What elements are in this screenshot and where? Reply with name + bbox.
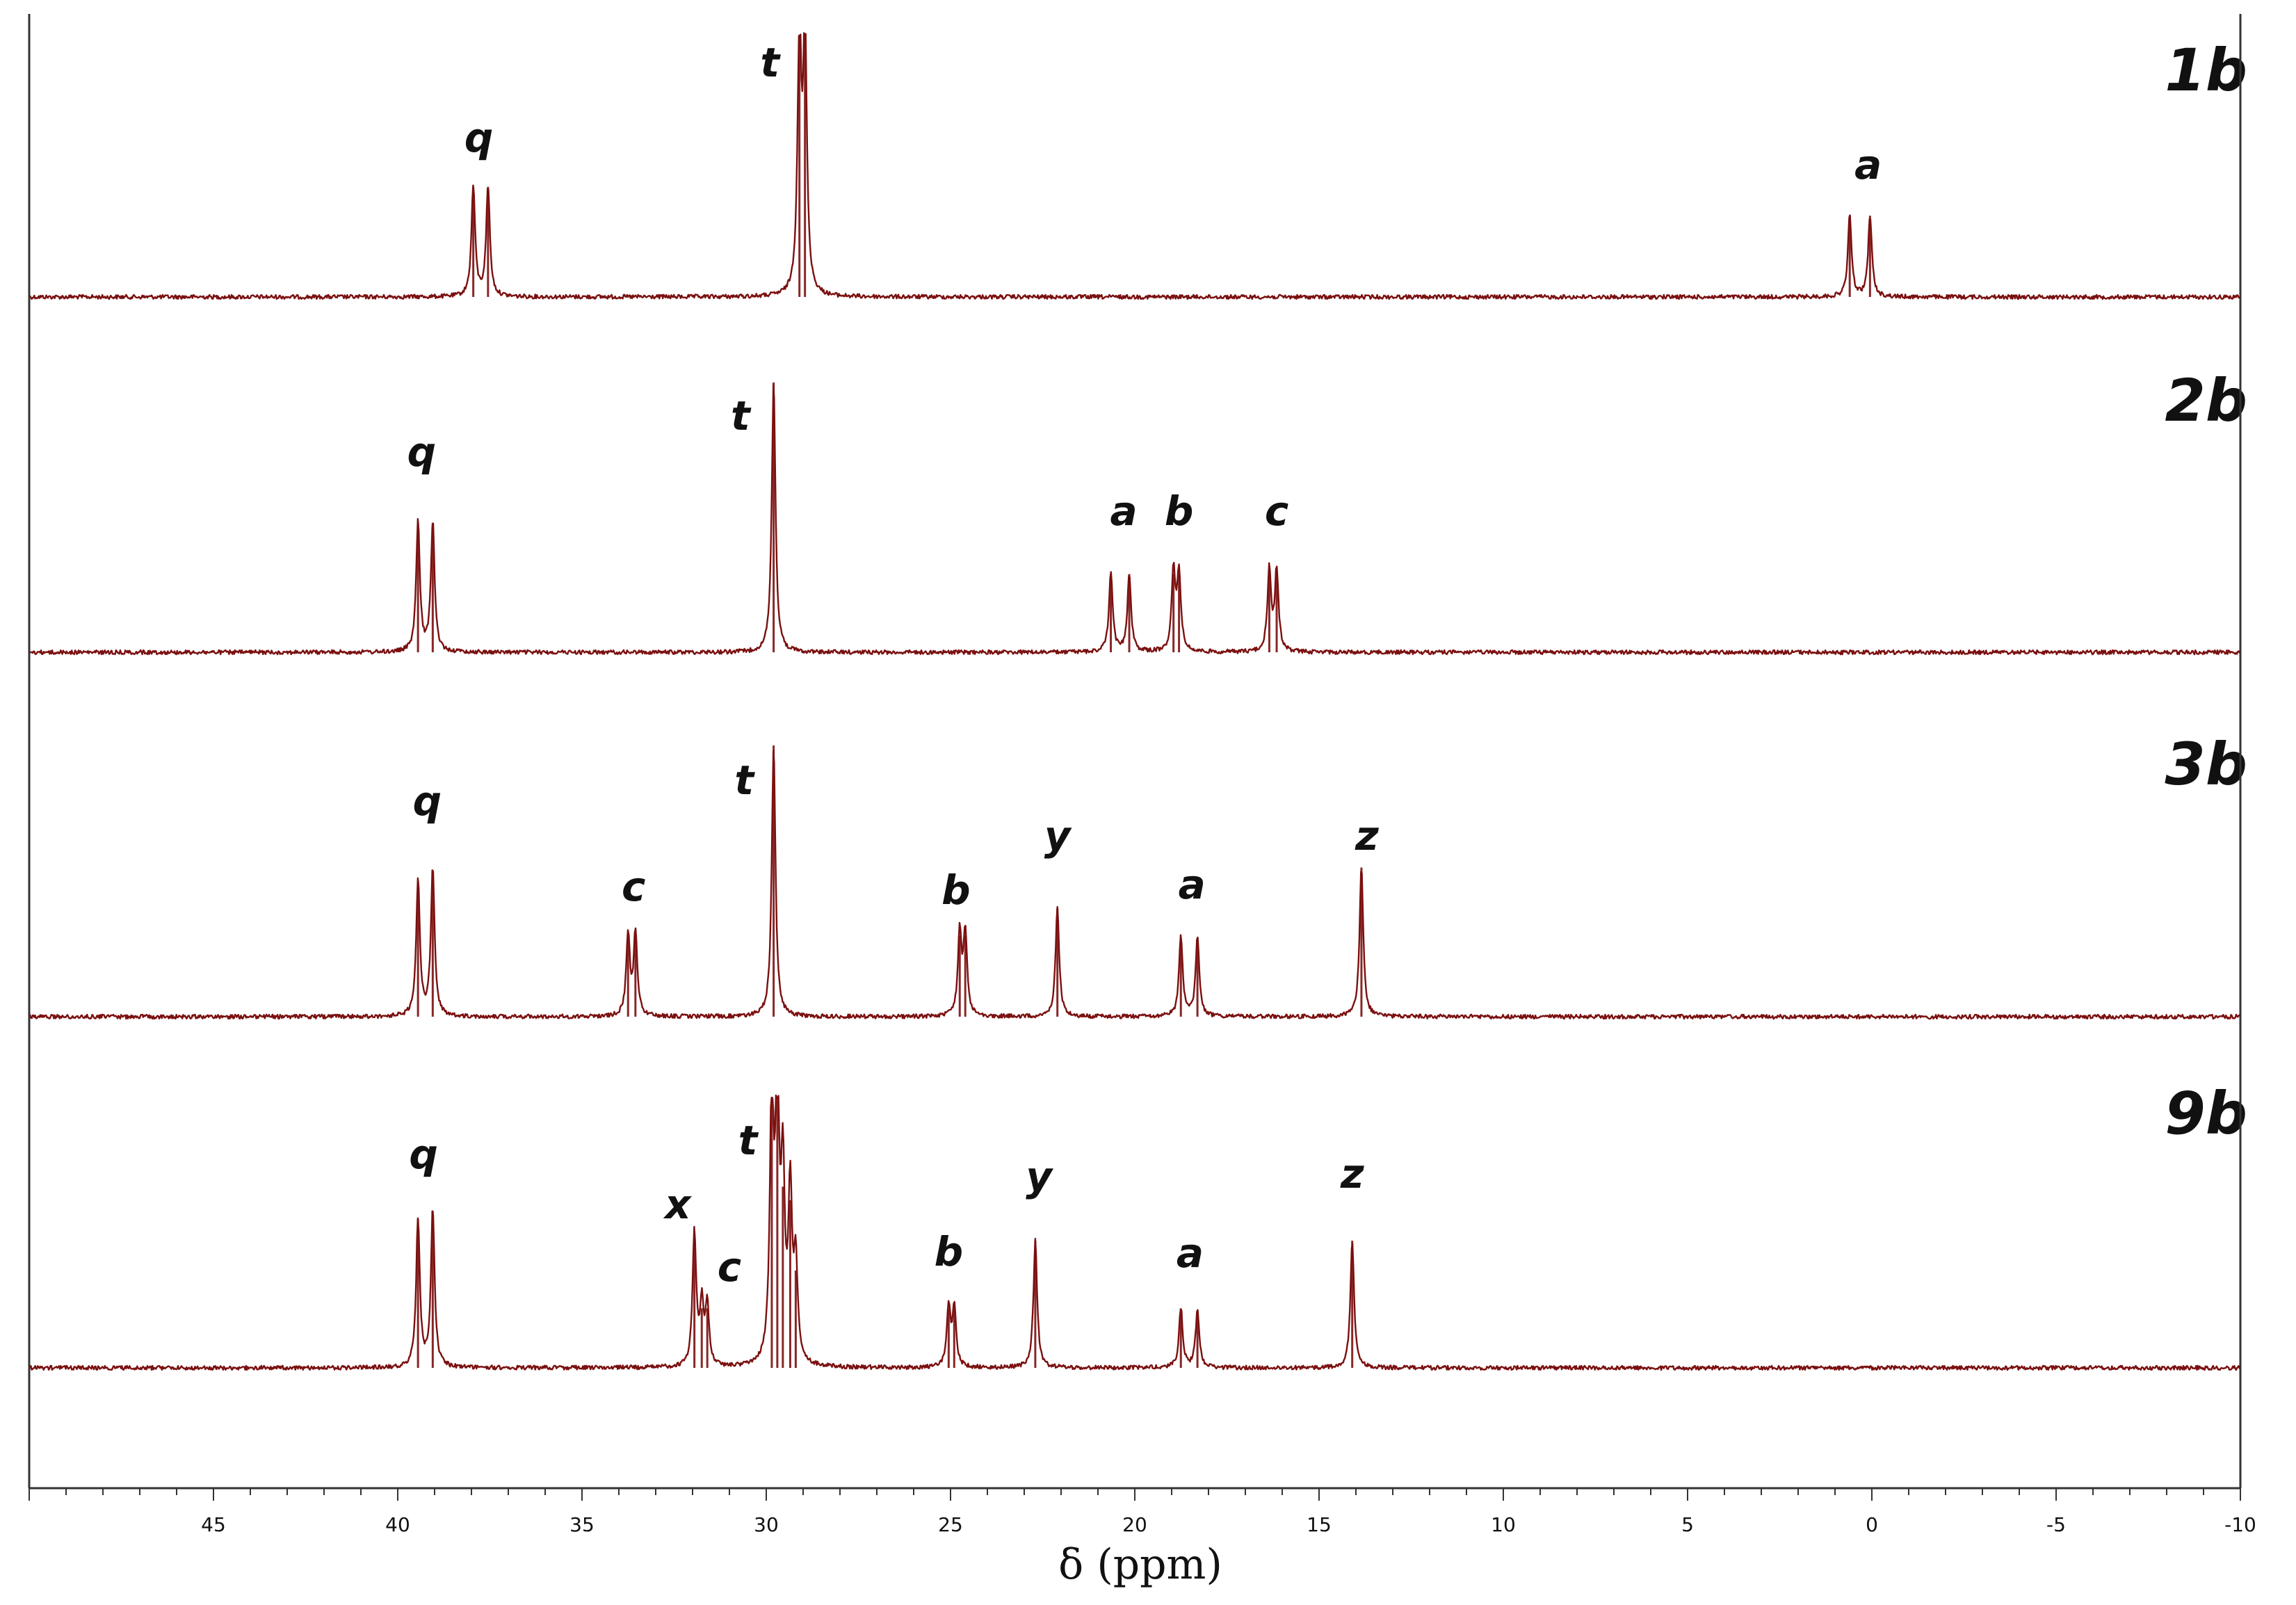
peak-label-3b-b: b [941,866,971,914]
tick-label-15: 15 [1307,1513,1332,1536]
peak-label-1b-a: a [1854,141,1882,188]
peak-label-9b-z: z [1340,1150,1364,1197]
peak-label-3b-t: t [734,757,755,804]
tick-label-25: 25 [938,1513,963,1536]
peak-label-1b-t: t [760,39,781,86]
peak-label-3b-a: a [1179,861,1206,908]
peak-label-3b-y: y [1044,812,1072,860]
tick-label-30: 30 [754,1513,779,1536]
spectrum-label-9b: 9b [2165,1079,2247,1147]
peak-label-3b-q: q [413,777,442,825]
tick-label--10: -10 [2224,1513,2256,1536]
spectrum-9b: 9b q xc t b y a z [28,1079,2247,1371]
peak-label-9b-b: b [935,1228,964,1275]
peak-label-3b-z: z [1355,812,1379,860]
peak-label-2b-c: c [1265,487,1288,535]
peak-label-9b-x: x [663,1181,692,1228]
spectrum-label-2b: 2b [2165,366,2247,435]
tick-label-40: 40 [385,1513,410,1536]
tick-label-5: 5 [1681,1513,1694,1536]
spectrum-label-1b: 1b [2165,36,2247,104]
x-axis-ticks: 45 40 35 30 25 20 15 10 5 0 -5 -10 [29,1488,2256,1536]
tick-label-20: 20 [1122,1513,1147,1536]
peak-label-3b-c: c [622,863,645,910]
tick-label--5: -5 [2046,1513,2066,1536]
peak-label-9b-c: c [718,1243,741,1291]
tick-label-0: 0 [1866,1513,1878,1536]
x-axis-title: δ (ppm) [1058,1540,1222,1589]
peak-label-2b-a: a [1110,487,1138,535]
peak-label-9b-t: t [738,1117,759,1164]
spectrum-trace-1b [28,32,2242,300]
tick-label-35: 35 [569,1513,595,1536]
spectrum-label-3b: 3b [2165,730,2247,798]
peak-label-9b-q: q [409,1131,438,1178]
peak-label-9b-a: a [1177,1229,1204,1277]
peak-label-2b-q: q [407,428,437,476]
spectrum-trace-3b [28,750,2242,1020]
tick-label-10: 10 [1491,1513,1516,1536]
tick-label-45: 45 [201,1513,226,1536]
peak-label-2b-b: b [1165,487,1194,535]
spectrum-trace-2b [28,384,2242,656]
spectrum-2b: 2b q t a b c [28,366,2247,656]
spectrum-3b: 3b q c t b y a z [28,730,2247,1020]
peak-label-1b-q: q [464,114,494,161]
peak-label-2b-t: t [731,392,752,439]
peak-label-9b-y: y [1026,1153,1053,1200]
spectrum-1b: 1b q t a [28,32,2247,300]
spectrum-trace-9b [28,1094,2242,1371]
x-axis: 45 40 35 30 25 20 15 10 5 0 -5 -10 δ (ppm) [28,14,2256,1589]
